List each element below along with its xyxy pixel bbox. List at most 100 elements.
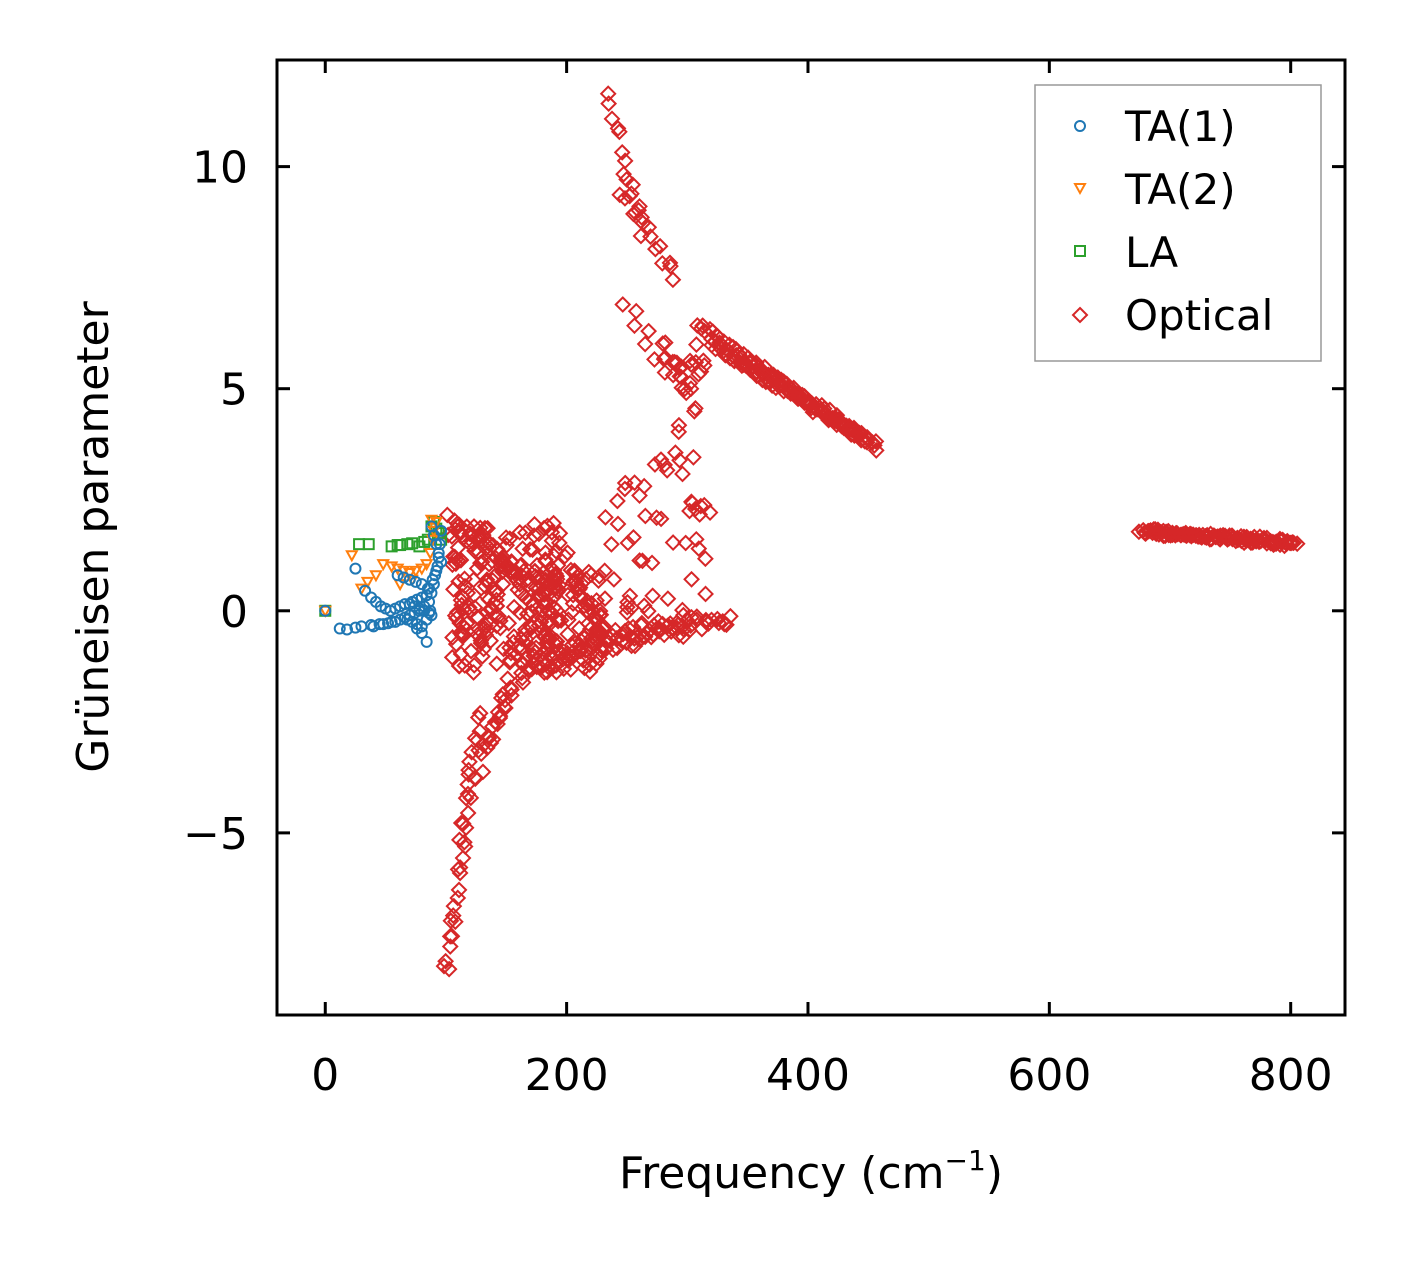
- legend-marker-la: [1074, 245, 1086, 257]
- optical-point: [583, 594, 600, 612]
- x-tick-label: 200: [525, 1050, 609, 1101]
- optical-point: [668, 354, 686, 372]
- optical-point: [463, 743, 481, 761]
- optical-point: [673, 379, 691, 397]
- optical-point: [452, 814, 470, 832]
- optical-point: [664, 271, 682, 289]
- optical-point: [454, 617, 472, 635]
- optical-point: [858, 429, 876, 446]
- optical-point: [609, 515, 627, 533]
- optical-point: [443, 927, 461, 945]
- optical-point: [652, 451, 670, 469]
- optical-point: [444, 548, 462, 565]
- optical-point: [549, 580, 567, 598]
- optical-point: [496, 699, 514, 717]
- optical-point: [603, 110, 621, 128]
- optical-point: [462, 789, 480, 807]
- optical-point: [690, 540, 708, 558]
- optical-point: [674, 606, 692, 624]
- ta1-point: [349, 562, 362, 575]
- optical-point: [525, 647, 543, 665]
- optical-point: [1155, 527, 1172, 545]
- optical-point: [597, 508, 614, 526]
- optical-point: [497, 529, 515, 547]
- optical-point: [590, 628, 608, 646]
- optical-point: [656, 349, 674, 367]
- y-axis-label: Grüneisen parameter: [68, 300, 119, 772]
- optical-point: [625, 529, 642, 546]
- optical-point: [674, 601, 691, 619]
- optical-point: [462, 642, 480, 660]
- optical-point: [489, 715, 506, 733]
- optical-point: [449, 889, 467, 907]
- optical-point: [687, 336, 705, 354]
- optical-point: [549, 583, 566, 601]
- optical-point: [488, 582, 506, 600]
- optical-point: [584, 603, 602, 620]
- optical-point: [530, 525, 548, 543]
- optical-point: [708, 610, 726, 628]
- optical-point: [536, 628, 554, 646]
- optical-point: [770, 378, 788, 395]
- optical-point: [451, 657, 468, 675]
- optical-point: [618, 604, 636, 621]
- optical-point: [649, 613, 667, 630]
- optical-point: [450, 831, 468, 849]
- ta1-point: [420, 589, 433, 602]
- optical-point: [694, 352, 712, 370]
- optical-point: [445, 580, 462, 598]
- optical-point: [674, 628, 692, 646]
- ta1-point: [397, 571, 410, 584]
- la-point: [418, 535, 431, 548]
- optical-point: [514, 540, 532, 558]
- optical-point: [441, 938, 459, 955]
- legend-item-ta2: TA(2): [1073, 165, 1236, 214]
- ta1-point: [409, 575, 422, 588]
- optical-point: [696, 550, 714, 568]
- optical-point: [671, 360, 689, 378]
- optical-point: [522, 618, 540, 636]
- ta1-point: [433, 538, 446, 551]
- optical-point: [627, 302, 645, 320]
- legend-label-ta2: TA(2): [1124, 165, 1236, 214]
- optical-point: [662, 257, 679, 275]
- ta2-point: [360, 576, 375, 589]
- optical-point: [477, 540, 495, 558]
- optical-point: [802, 399, 820, 417]
- optical-point: [626, 474, 644, 492]
- optical-point: [547, 542, 565, 560]
- ta1-point: [391, 569, 404, 582]
- optical-point: [550, 534, 568, 552]
- optical-point: [538, 614, 556, 632]
- optical-point: [470, 627, 488, 645]
- optical-point: [501, 651, 519, 669]
- optical-point: [576, 659, 593, 677]
- optical-point: [457, 819, 475, 837]
- optical-point: [767, 379, 785, 397]
- ta2-point: [415, 563, 429, 576]
- optical-point: [1281, 534, 1299, 552]
- optical-point: [558, 644, 576, 662]
- optical-point: [488, 655, 506, 673]
- optical-point: [651, 237, 669, 255]
- optical-point: [478, 571, 496, 589]
- optical-point: [656, 334, 674, 352]
- ta2-point: [376, 559, 390, 572]
- optical-point: [1183, 526, 1201, 543]
- optical-point: [451, 859, 469, 876]
- optical-point: [701, 504, 719, 521]
- optical-point: [470, 620, 488, 638]
- legend-item-ta1: TA(1): [1074, 102, 1236, 151]
- legend-marker-ta2: [1073, 183, 1087, 196]
- optical-point: [616, 480, 634, 498]
- optical-point: [456, 657, 474, 674]
- ta1-point: [333, 622, 346, 635]
- ta2-point: [369, 570, 383, 583]
- optical-point: [586, 626, 604, 644]
- y-tick-label: 10: [192, 143, 248, 194]
- legend-item-optical: Optical: [1071, 291, 1273, 340]
- optical-point: [596, 590, 614, 608]
- y-tick-label: −5: [183, 809, 248, 860]
- optical-point: [639, 602, 657, 620]
- optical-point: [676, 380, 694, 398]
